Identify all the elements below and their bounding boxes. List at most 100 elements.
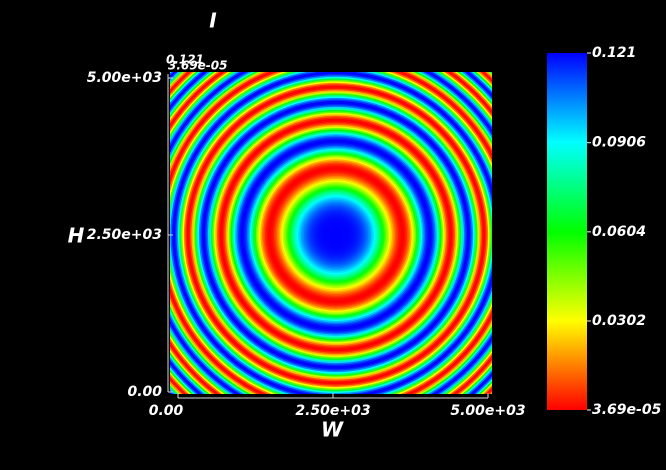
- ring: [201, 100, 471, 370]
- z-label: 3.69e-05: [168, 59, 227, 73]
- ring: [330, 229, 342, 241]
- ring: [180, 79, 492, 391]
- ring: [189, 88, 483, 382]
- ring: [177, 76, 492, 394]
- y-axis-label: H: [68, 224, 85, 248]
- ring: [173, 72, 492, 394]
- ring: [303, 202, 369, 268]
- ring: [234, 133, 438, 337]
- ring: [273, 172, 399, 298]
- colorbar-tick-label: 0.121: [592, 45, 636, 61]
- ring: [255, 154, 417, 316]
- ring: [206, 105, 466, 365]
- ring: [230, 129, 442, 341]
- ring: [203, 102, 469, 368]
- y-tick-label: 0.00: [127, 384, 162, 400]
- ring: [248, 147, 424, 323]
- ring: [323, 222, 349, 248]
- ring: [204, 103, 468, 367]
- ring: [218, 117, 454, 353]
- ring: [213, 112, 459, 358]
- ring: [305, 204, 367, 266]
- ring: [315, 214, 357, 256]
- ring: [221, 120, 451, 350]
- ring: [296, 195, 376, 275]
- ring: [267, 166, 405, 304]
- ring: [294, 193, 378, 277]
- ring: [308, 207, 364, 263]
- colorbar-tick-label: 0.0302: [592, 313, 646, 329]
- ring: [299, 198, 373, 272]
- ring: [332, 231, 340, 239]
- colorbar: [547, 53, 587, 410]
- ring: [216, 115, 456, 355]
- ring: [243, 142, 429, 328]
- ring: [293, 192, 379, 278]
- ring: [239, 138, 433, 332]
- ring: [326, 225, 346, 245]
- ring: [333, 232, 339, 238]
- ring: [182, 81, 490, 389]
- x-tick-label: 2.50e+03: [295, 403, 370, 419]
- ring: [311, 210, 361, 260]
- ring: [183, 82, 489, 388]
- ring: [237, 136, 435, 334]
- ring: [195, 94, 477, 376]
- ring: [302, 201, 370, 269]
- colorbar-tick-label: 3.69e-05: [592, 402, 662, 418]
- ring: [275, 174, 397, 296]
- ring: [179, 78, 492, 392]
- ring: [210, 109, 462, 361]
- ring: [270, 169, 402, 301]
- ring: [318, 217, 354, 253]
- ring: [192, 91, 480, 379]
- ring: [242, 141, 430, 329]
- ring: [176, 75, 492, 394]
- ring: [225, 124, 447, 346]
- ring: [324, 223, 348, 247]
- ring: [285, 184, 387, 286]
- ring: [252, 151, 420, 319]
- chart-title: I: [209, 9, 217, 33]
- z-label: 0.121: [166, 53, 204, 67]
- ring: [258, 157, 414, 313]
- ring: [306, 205, 366, 265]
- ring: [284, 183, 388, 287]
- ring: [312, 211, 360, 259]
- ring: [314, 213, 358, 257]
- ring: [231, 130, 441, 340]
- ring: [197, 96, 475, 374]
- ring: [257, 156, 415, 314]
- ring: [309, 208, 363, 262]
- x-tick-label: 0.00: [149, 403, 184, 419]
- ring: [174, 73, 492, 394]
- x-tick-label: 5.00e+03: [450, 403, 525, 419]
- ring: [240, 139, 432, 331]
- ring: [246, 145, 426, 325]
- ring: [266, 165, 406, 305]
- ring: [261, 160, 411, 310]
- ring: [224, 123, 448, 347]
- ring: [291, 190, 381, 280]
- ring: [186, 85, 486, 385]
- ring: [215, 114, 457, 356]
- ring: [228, 127, 444, 343]
- ring: [297, 196, 375, 274]
- ring: [227, 126, 445, 344]
- colorbar-tick-label: 0.0906: [592, 135, 646, 151]
- colorbar-tick-label: 0.0604: [592, 224, 646, 240]
- ring: [272, 171, 400, 299]
- ring: [188, 87, 484, 383]
- ring: [207, 106, 465, 364]
- ring: [278, 177, 394, 293]
- ring: [287, 186, 385, 284]
- ring: [290, 189, 382, 281]
- ring: [194, 93, 478, 377]
- ring: [249, 148, 423, 322]
- ring: [329, 228, 343, 242]
- ring: [198, 97, 474, 373]
- ring: [269, 168, 403, 302]
- y-tick-label: 5.00e+03: [87, 70, 162, 86]
- ring: [185, 84, 487, 386]
- y-tick-label: 2.50e+03: [87, 227, 162, 243]
